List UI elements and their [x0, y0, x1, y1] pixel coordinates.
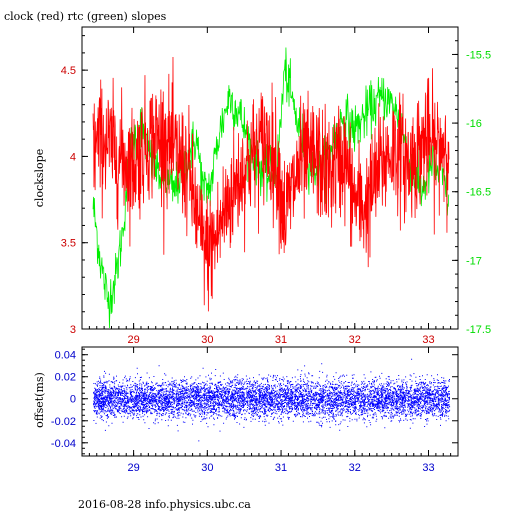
offset-y-axis-label: offset(ms) [33, 372, 46, 428]
offset-x-tick-label: 30 [201, 462, 213, 474]
slope-y2-tick-label: -15.5 [466, 49, 491, 61]
offset-scatter-points [93, 358, 451, 442]
slope-y2-tick-label: -17.5 [466, 324, 491, 336]
offset-x-tick-label: 33 [422, 462, 434, 474]
offset-x-tick-label: 29 [127, 462, 139, 474]
slope-x-tick-label: 31 [275, 334, 287, 346]
slope-y2-tick-label: -17 [466, 255, 482, 267]
offset-x-tick-label: 31 [275, 462, 287, 474]
offset-axes: 29 30 31 32 33 0.04 0.02 0 -0.02 -0.04 [51, 347, 458, 474]
offset-y-tick-label: 0.02 [55, 372, 76, 384]
offset-series-layer [93, 358, 451, 442]
offset-y-tick-label: 0 [70, 394, 76, 406]
slope-y-tick-label: 3 [70, 324, 76, 336]
slope-y-tick-label: 3.5 [61, 238, 76, 250]
slope-y-tick-label: 4 [70, 151, 76, 163]
chart-title: clock (red) rtc (green) slopes [4, 10, 167, 23]
slope-y2-tick-label: -16 [466, 118, 482, 130]
clock-series-line [92, 56, 450, 312]
slope-y-axis-label: clockslope [33, 149, 46, 207]
slope-y-tick-label: 4.5 [61, 65, 76, 77]
offset-y-tick-label: -0.04 [51, 438, 76, 450]
slope-panel: 29 30 31 32 3333.544.5-15.5-16-16.5-17-17.5 … [33, 26, 491, 346]
offset-panel-frame [81, 346, 459, 457]
slope-x-tick-label: 30 [201, 334, 213, 346]
offset-panel: 29 30 31 32 33 0.04 0.02 0 -0.02 -0.04 offset(ms) [33, 346, 459, 474]
slope-series-layer [92, 47, 450, 329]
footer-credit: 2016-08-28 info.physics.ubc.ca [78, 498, 251, 511]
slope-x-tick-label: 33 [422, 334, 434, 346]
offset-x-tick-label: 32 [349, 462, 361, 474]
slope-y2-tick-label: -16.5 [466, 187, 491, 199]
slope-x-tick-label: 32 [349, 334, 361, 346]
offset-y-tick-label: 0.04 [55, 350, 76, 362]
slope-x-tick-label: 29 [127, 334, 139, 346]
offset-y-tick-label: -0.02 [51, 416, 76, 428]
